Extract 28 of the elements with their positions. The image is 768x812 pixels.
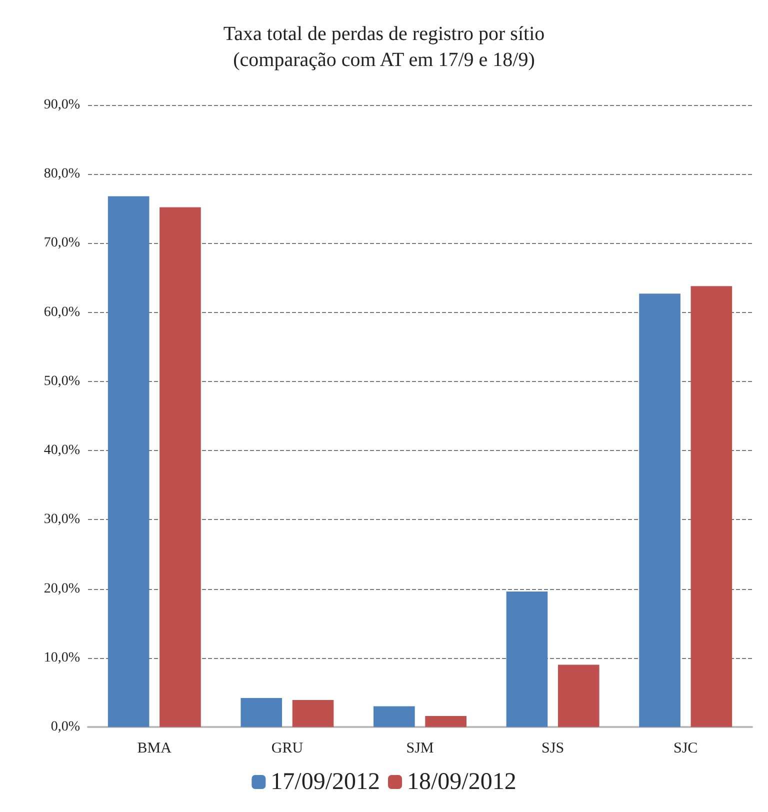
bar	[292, 700, 334, 727]
bar	[506, 592, 548, 727]
y-tick-label: 70,0%	[44, 236, 80, 251]
y-tick-label: 90,0%	[44, 98, 80, 112]
y-tick-label: 60,0%	[44, 304, 80, 320]
x-tick-label: GRU	[271, 740, 304, 756]
bar	[425, 716, 466, 727]
x-tick-label: SJM	[406, 740, 434, 756]
y-tick-label: 40,0%	[44, 443, 80, 458]
bar	[160, 207, 201, 727]
y-tick-label: 0,0%	[50, 720, 80, 734]
x-tick-label: BMA	[137, 740, 172, 756]
bar	[558, 664, 600, 727]
bar	[690, 286, 732, 727]
bar	[374, 706, 415, 727]
bar	[639, 294, 680, 727]
y-tick-label: 10,0%	[44, 650, 80, 666]
bar	[240, 698, 282, 727]
x-tick-label: SJS	[542, 740, 564, 756]
y-tick-label: 80,0%	[44, 166, 80, 182]
bar	[108, 196, 150, 727]
y-tick-label: 30,0%	[44, 512, 80, 528]
legend-label: 18/09/2012	[407, 769, 516, 795]
x-tick-label: SJC	[674, 740, 698, 756]
chart-title: Taxa total de perdas de registro por sítio (comparação com AT em 17/9 e 18/9)	[223, 23, 545, 71]
y-tick-label: 20,0%	[44, 581, 80, 596]
legend-label: 17/09/2012	[270, 769, 380, 795]
y-tick-label: 50,0%	[44, 374, 80, 389]
